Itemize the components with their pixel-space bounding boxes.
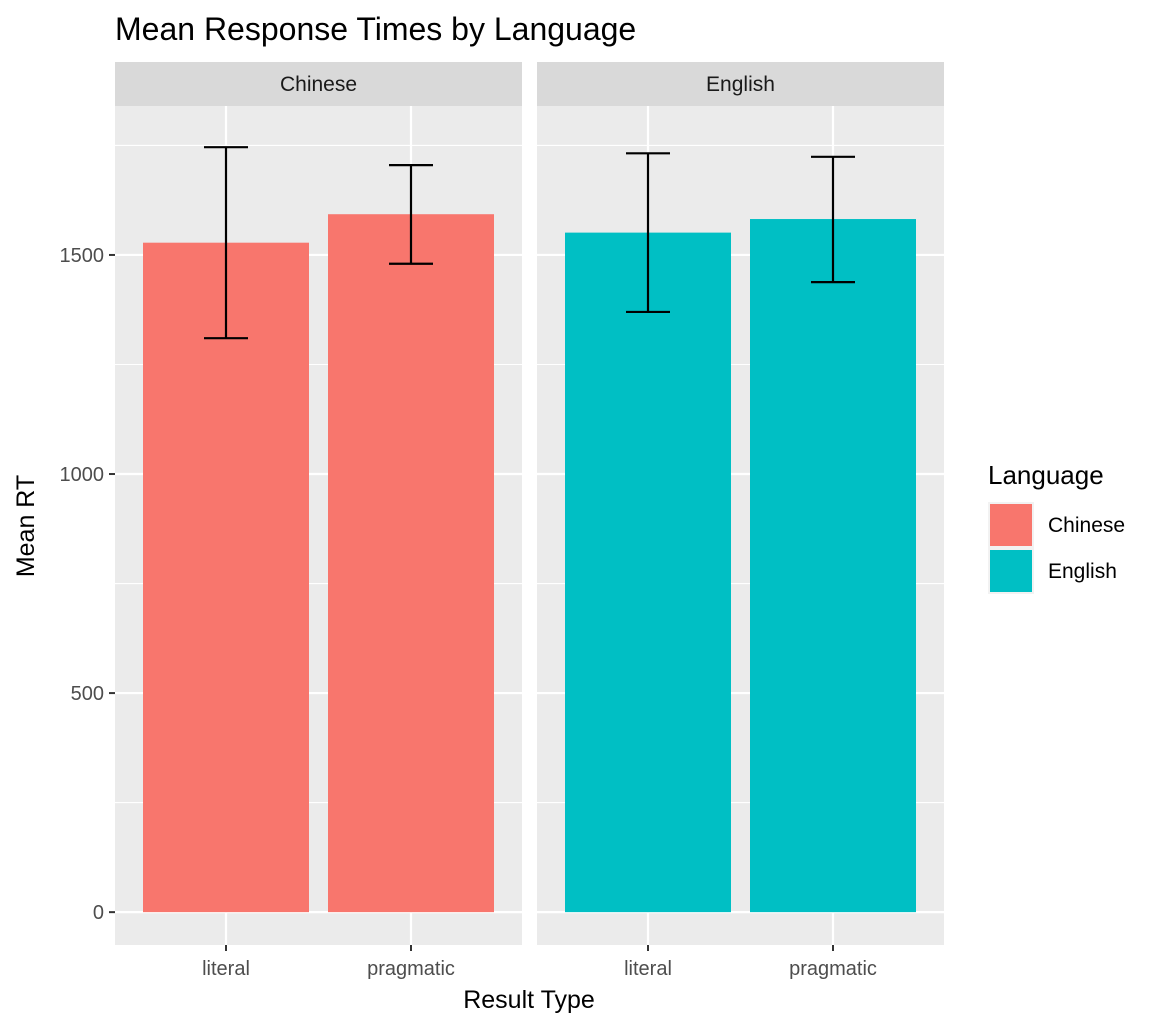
- error-bar-english-literal: [626, 152, 670, 314]
- x-tick-label: literal: [624, 958, 672, 980]
- facet-strip-label: English: [706, 73, 775, 96]
- legend-label: Chinese: [1048, 514, 1125, 537]
- chart-title: Mean Response Times by Language: [115, 11, 636, 47]
- y-tick-label: 1500: [60, 245, 105, 267]
- legend-title: Language: [988, 460, 1104, 490]
- bar-chinese-pragmatic: [328, 214, 494, 913]
- y-tick-label: 500: [71, 683, 104, 705]
- bar-english-literal: [565, 232, 731, 913]
- error-bar-english-pragmatic: [811, 155, 855, 284]
- legend: Language Chinese English: [988, 460, 1125, 594]
- legend-swatch: [990, 504, 1032, 546]
- facet-panel-chinese: Chinese literal pragmatic: [115, 62, 522, 980]
- x-tick-label: pragmatic: [367, 958, 455, 980]
- legend-item-english: English: [988, 548, 1117, 594]
- x-axis-title: Result Type: [463, 986, 595, 1014]
- bar-chinese-literal: [143, 242, 309, 913]
- y-axis: 0 500 1000 1500: [60, 245, 115, 924]
- facet-strip: [537, 62, 944, 106]
- x-tick-label: literal: [202, 958, 250, 980]
- legend-item-chinese: Chinese: [988, 502, 1125, 548]
- legend-label: English: [1048, 560, 1117, 583]
- error-bar-chinese-pragmatic: [389, 164, 433, 265]
- y-tick-label: 0: [93, 902, 104, 924]
- facet-panels: Chinese literal pragmatic English literal pra…: [115, 62, 944, 980]
- facet-strip: [115, 62, 522, 106]
- legend-swatch: [990, 550, 1032, 592]
- x-tick-label: pragmatic: [789, 958, 877, 980]
- bar-english-pragmatic: [750, 219, 916, 913]
- y-axis-title: Mean RT: [12, 475, 40, 577]
- error-bar-chinese-literal: [204, 146, 248, 340]
- facet-panel-english: English literal pragmatic: [537, 62, 944, 980]
- y-tick-label: 1000: [60, 464, 105, 486]
- facet-strip-label: Chinese: [280, 73, 357, 96]
